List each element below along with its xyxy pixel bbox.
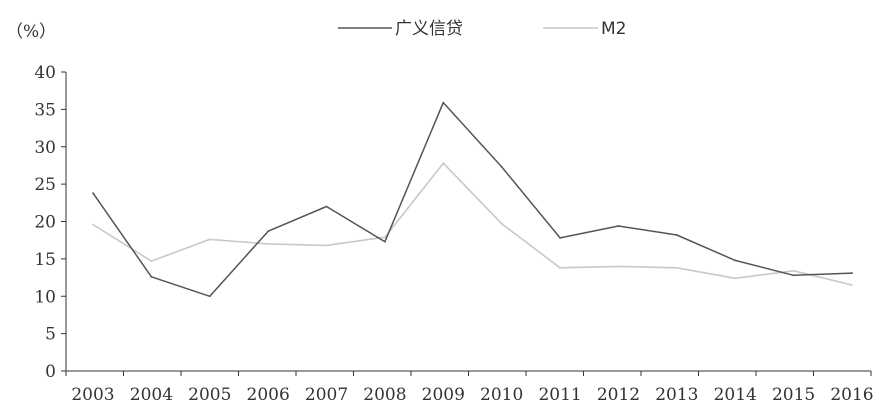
x-ticks: 2003 2004 2005 2006 2007 2008 2009 2010 2011 2012… [65, 371, 874, 405]
point-credit [617, 225, 620, 227]
point-m2 [208, 238, 211, 241]
point-credit [208, 295, 211, 298]
point-m2 [384, 236, 386, 239]
point-m2 [267, 243, 270, 245]
point-credit [792, 274, 795, 277]
point-m2 [150, 260, 153, 263]
y-tick-label: 5 [45, 325, 56, 345]
point-credit [384, 240, 386, 243]
point-m2 [851, 284, 853, 286]
point-credit [325, 205, 328, 208]
x-tick-label: 2009 [422, 385, 465, 405]
x-tick-label: 2015 [772, 385, 815, 405]
series-line-m2 [92, 162, 853, 286]
series-line-credit [92, 101, 853, 298]
point-credit [851, 272, 853, 274]
x-tick-label: 2008 [363, 385, 406, 405]
point-credit [559, 237, 561, 239]
y-tick-label: 40 [34, 63, 56, 83]
point-m2 [559, 266, 561, 269]
point-m2 [92, 223, 94, 226]
series-group [92, 101, 853, 298]
x-tick-label: 2007 [305, 385, 348, 405]
x-tick-label: 2011 [538, 385, 581, 405]
point-credit [150, 275, 153, 278]
x-tick-label: 2016 [830, 385, 873, 405]
y-tick-label: 10 [34, 287, 56, 307]
x-tick-label: 2006 [247, 385, 290, 405]
point-m2 [500, 222, 503, 225]
point-m2 [325, 244, 328, 247]
point-m2 [442, 162, 445, 165]
y-tick-label: 25 [34, 175, 56, 195]
point-credit [675, 234, 678, 236]
point-credit [267, 230, 270, 233]
y-ticks: 0 5 10 15 20 25 30 35 40 [34, 63, 66, 382]
x-tick-label: 2003 [71, 385, 114, 405]
y-tick-label: 35 [34, 100, 56, 120]
x-tick-label: 2010 [480, 385, 523, 405]
y-unit-label: （%） [6, 22, 56, 42]
x-tick-label: 2004 [130, 385, 173, 405]
y-tick-label: 0 [45, 362, 56, 382]
x-tick-label: 2012 [597, 385, 640, 405]
y-tick-label: 30 [34, 138, 56, 158]
y-tick-label: 20 [34, 213, 56, 233]
x-tick-label: 2013 [655, 385, 698, 405]
point-m2 [734, 277, 737, 280]
x-tick-label: 2014 [714, 385, 757, 405]
legend-label-m2: M2 [601, 19, 626, 39]
point-credit [734, 259, 737, 262]
point-credit [442, 101, 445, 104]
legend-label-credit: 广义信贷 [395, 19, 463, 39]
legend: 广义信贷 M2 [338, 19, 626, 39]
point-m2 [792, 269, 795, 272]
x-tick-label: 2005 [188, 385, 231, 405]
point-credit [92, 192, 94, 194]
point-m2 [675, 266, 678, 269]
point-m2 [617, 265, 620, 268]
point-credit [500, 166, 503, 168]
y-tick-label: 15 [34, 250, 56, 270]
